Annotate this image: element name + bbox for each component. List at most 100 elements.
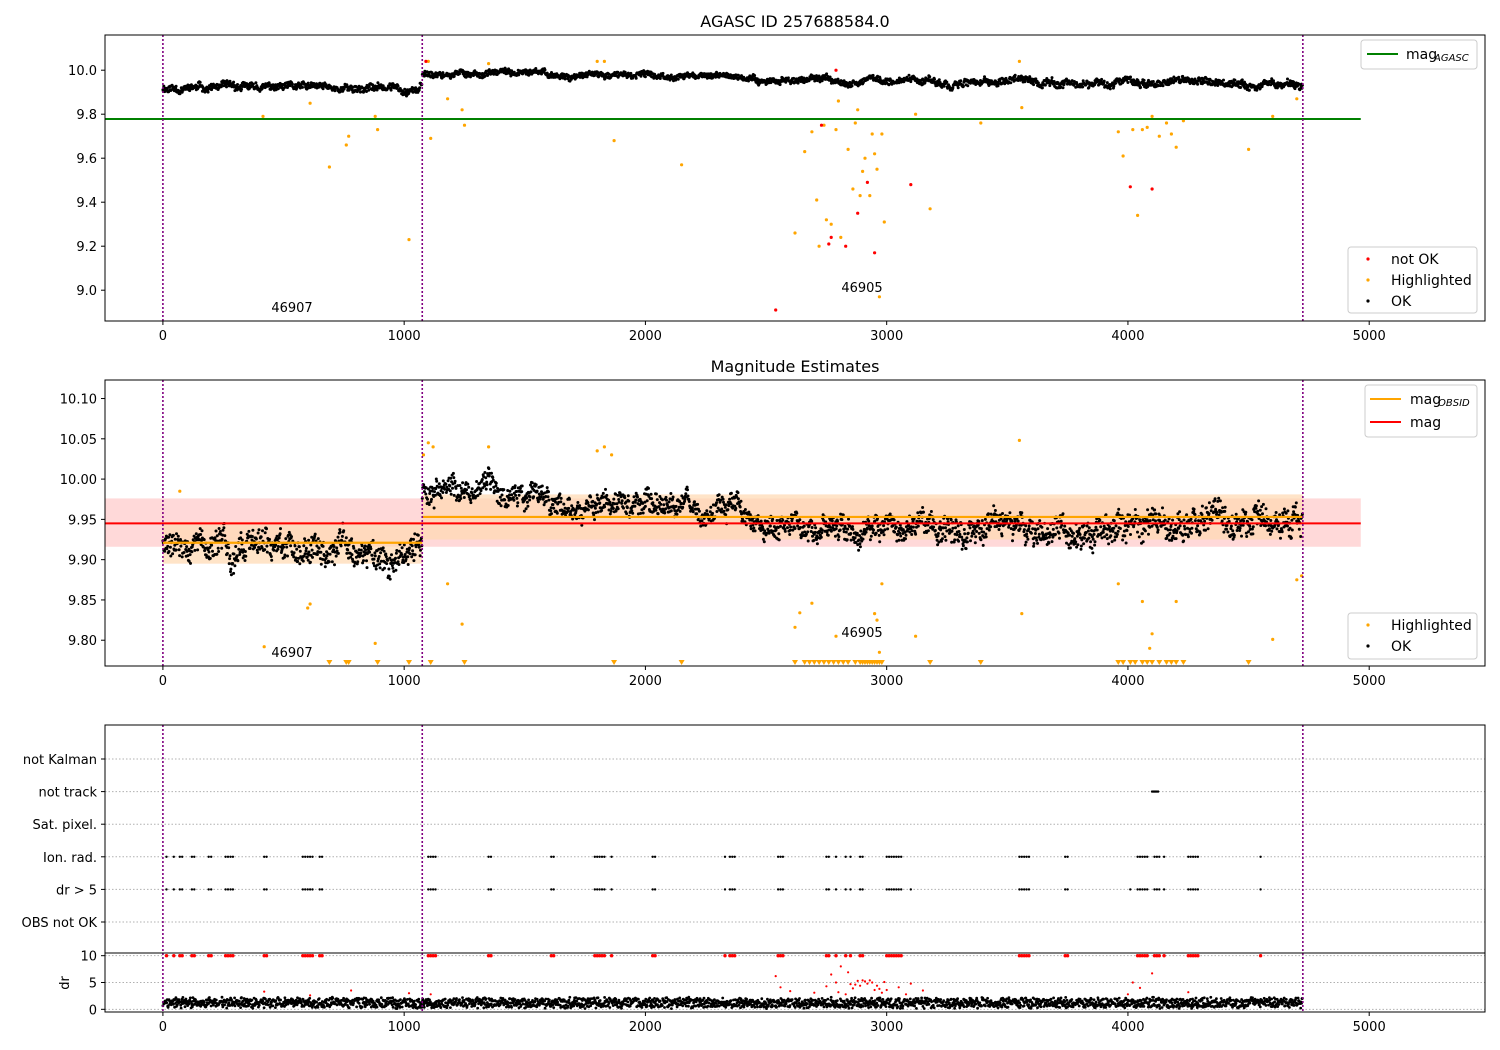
ok-point-p2 (788, 533, 792, 536)
ok-point-p2 (189, 561, 192, 565)
ok-point-p2 (1165, 536, 1169, 540)
ok-point-p2 (1027, 527, 1031, 531)
ok-point-p2 (216, 546, 220, 550)
ok-point-p2 (263, 531, 267, 535)
ok-point-p2 (167, 550, 171, 553)
ok-point-p2 (290, 535, 293, 539)
ok-point-p2 (1061, 512, 1065, 516)
ok-point-p2 (277, 536, 281, 540)
ok-point-p1 (240, 87, 243, 91)
ok-point-p2 (418, 554, 422, 558)
ok-point-p2 (617, 500, 621, 504)
ok-point-p2 (235, 554, 239, 558)
ok-point-p2 (1141, 540, 1145, 544)
ok-point-p2 (484, 476, 488, 480)
ok-point-p2 (1193, 519, 1197, 523)
ok-point-p2 (1114, 524, 1118, 528)
ok-point-p2 (1068, 546, 1072, 550)
ok-point-p2 (506, 504, 510, 507)
ok-point-p2 (515, 496, 519, 500)
ok-point-p2 (396, 560, 400, 564)
ok-point-p2 (188, 553, 192, 557)
ok-point-p2 (1177, 518, 1181, 522)
ok-point-p2 (1047, 541, 1051, 545)
ok-point-p2 (1087, 536, 1091, 540)
ok-point-p2 (868, 538, 872, 542)
ok-point-p2 (883, 528, 887, 532)
ok-point-p2 (684, 492, 688, 496)
ok-point-p2 (685, 485, 689, 489)
ok-point-p2 (385, 562, 389, 566)
ok-point-p2 (882, 533, 886, 537)
ok-point-p2 (485, 480, 489, 484)
ok-point-p1 (616, 70, 620, 74)
ok-point-p2 (605, 493, 609, 497)
ok-point-p2 (222, 526, 226, 530)
ok-point-p2 (627, 499, 631, 503)
ok-point-p2 (382, 549, 386, 553)
ok-point-p1 (396, 84, 400, 88)
ok-point-p2 (503, 498, 507, 502)
ok-point-p2 (323, 565, 327, 569)
ok-point-p2 (285, 545, 289, 549)
ok-point-p2 (697, 509, 701, 513)
ok-point-p2 (611, 507, 615, 510)
ok-point-p2 (654, 492, 658, 496)
ok-point-p2 (806, 539, 810, 543)
ok-point-p2 (929, 510, 933, 513)
ok-point-p2 (836, 538, 840, 542)
ok-point-p2 (469, 498, 472, 502)
ok-point-p1 (1240, 78, 1244, 82)
ok-point-p2 (381, 546, 385, 550)
ok-point-p2 (898, 531, 902, 535)
ok-point-p1 (747, 79, 750, 83)
ok-point-p2 (426, 497, 429, 501)
ok-point-p2 (729, 491, 733, 495)
ok-point-p2 (417, 545, 421, 549)
ok-point-p2 (520, 490, 524, 494)
ok-point-p2 (324, 556, 328, 560)
ok-point-p2 (1026, 537, 1030, 541)
ok-point-p2 (617, 498, 621, 501)
ok-point-p2 (373, 554, 377, 558)
ok-point-p2 (483, 471, 487, 474)
ok-point-p2 (243, 559, 247, 562)
ok-point-p2 (356, 560, 360, 564)
ok-point-p1 (639, 74, 643, 78)
ok-point-p1 (778, 83, 782, 87)
ok-point-p2 (468, 494, 472, 498)
ok-point-p2 (279, 527, 282, 531)
ok-point-p2 (632, 495, 636, 499)
ok-point-p1 (321, 87, 325, 91)
ok-point-p2 (826, 533, 830, 537)
ok-point-p1 (1247, 88, 1251, 92)
ok-point-p2 (427, 503, 431, 506)
ok-point-p2 (864, 530, 868, 534)
ok-point-p2 (789, 525, 793, 529)
ok-point-p2 (795, 511, 799, 515)
ok-point-p2 (319, 550, 323, 554)
ok-point-p1 (1009, 81, 1013, 85)
ok-point-p2 (454, 498, 458, 502)
ok-point-p2 (709, 505, 713, 509)
ok-point-p2 (408, 546, 411, 550)
ok-point-p2 (390, 553, 393, 557)
ok-point-p2 (441, 479, 445, 483)
ok-point-p2 (494, 481, 498, 485)
ok-point-p2 (1113, 538, 1117, 542)
ok-point-p2 (458, 484, 462, 487)
ok-point-p2 (1136, 530, 1139, 534)
ok-point-p2 (265, 550, 269, 554)
ok-point-p2 (620, 501, 624, 505)
ok-point-p2 (243, 550, 247, 553)
ok-point-p2 (1148, 519, 1152, 523)
ok-point-p2 (330, 560, 334, 564)
ok-point-p2 (869, 534, 873, 538)
ok-point-p2 (475, 480, 479, 483)
ok-point-p1 (1151, 80, 1155, 83)
ok-point-p2 (514, 493, 518, 497)
ok-point-p1 (1177, 75, 1181, 79)
ok-point-p2 (987, 528, 991, 532)
ok-point-p2 (1154, 519, 1157, 523)
ok-point-p2 (371, 538, 375, 542)
